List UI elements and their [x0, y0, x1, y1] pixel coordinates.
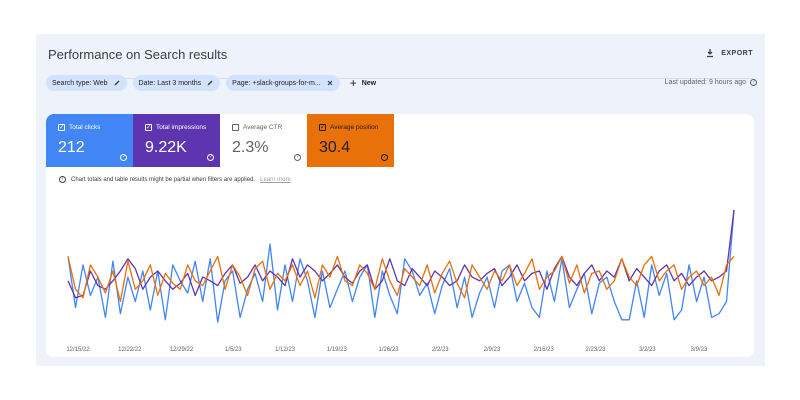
- new-filter-button[interactable]: + New: [349, 76, 377, 90]
- series-line-average-position: [67, 255, 735, 303]
- x-tick-label: 12/29/22: [170, 347, 194, 353]
- help-icon[interactable]: ?: [120, 154, 127, 161]
- checkbox-icon[interactable]: ✓: [145, 124, 152, 131]
- help-icon[interactable]: ?: [381, 154, 388, 161]
- x-tick-label: 3/9/23: [691, 347, 708, 353]
- edit-icon[interactable]: [206, 79, 214, 87]
- export-label: EXPORT: [721, 49, 753, 57]
- metric-label: Total clicks: [69, 124, 101, 131]
- performance-panel: Performance on Search results EXPORT Sea…: [36, 34, 765, 366]
- learn-more-link[interactable]: Learn more: [260, 176, 291, 183]
- chart-card: ✓ Total clicks 212 ? ✓ Total impressions 9…: [46, 114, 754, 357]
- help-icon[interactable]: ?: [750, 79, 757, 86]
- close-icon[interactable]: [326, 79, 334, 87]
- notice-text: Chart totals and table results might be …: [71, 176, 256, 183]
- checkbox-icon[interactable]: [232, 124, 239, 131]
- metric-value: 212: [58, 139, 85, 156]
- header-divider: [48, 78, 753, 79]
- filter-chip-page[interactable]: Page: +slack-groups-for-m...: [226, 75, 340, 91]
- x-tick-label: 12/22/22: [118, 347, 142, 353]
- metric-tabs: ✓ Total clicks 212 ? ✓ Total impressions 9…: [46, 114, 394, 167]
- page-title: Performance on Search results: [48, 47, 228, 62]
- x-tick-label: 1/5/23: [225, 347, 242, 353]
- export-button[interactable]: EXPORT: [705, 48, 753, 58]
- help-icon[interactable]: ?: [207, 154, 214, 161]
- x-tick-label: 1/26/23: [378, 347, 399, 353]
- filter-chip-search-type[interactable]: Search type: Web: [46, 75, 127, 91]
- performance-line-chart: 12/15/22 12/22/22 12/29/22 1/5/23 1/12/23 1/1…: [66, 209, 735, 353]
- x-tick-label: 2/16/23: [534, 347, 555, 353]
- checkbox-icon[interactable]: ✓: [319, 124, 326, 131]
- metric-label: Average CTR: [243, 124, 283, 131]
- x-tick-label: 2/23/23: [585, 347, 606, 353]
- checkbox-icon[interactable]: ✓: [58, 124, 65, 131]
- metric-total-impressions[interactable]: ✓ Total impressions 9.22K ?: [133, 114, 220, 167]
- metric-total-clicks[interactable]: ✓ Total clicks 212 ?: [46, 114, 133, 167]
- x-tick-label: 3/2/23: [639, 347, 656, 353]
- filter-chip-label: Date: Last 3 months: [138, 79, 202, 87]
- panel-header: Performance on Search results EXPORT: [48, 46, 753, 79]
- x-tick-label: 1/12/23: [275, 347, 296, 353]
- x-tick-label: 2/9/23: [484, 347, 501, 353]
- last-updated-text: Last updated: 9 hours ago: [664, 79, 746, 86]
- download-icon: [707, 49, 714, 58]
- filter-bar: Search type: Web Date: Last 3 months Pag…: [46, 75, 376, 91]
- metric-label: Total impressions: [156, 124, 207, 131]
- last-updated: Last updated: 9 hours ago ?: [665, 79, 757, 86]
- series-line-total-clicks: [67, 209, 735, 323]
- edit-icon[interactable]: [113, 79, 121, 87]
- x-tick-label: 2/2/23: [432, 347, 449, 353]
- filter-chip-date[interactable]: Date: Last 3 months: [132, 75, 221, 91]
- new-filter-label: New: [361, 79, 377, 87]
- help-icon[interactable]: ?: [294, 154, 301, 161]
- filter-chip-label: Search type: Web: [52, 79, 108, 87]
- x-tick-label: 12/15/22: [66, 347, 90, 353]
- metric-value: 30.4: [319, 139, 351, 156]
- filter-chip-label: Page: +slack-groups-for-m...: [232, 79, 321, 87]
- plus-icon: +: [349, 76, 357, 90]
- metric-average-position[interactable]: ✓ Average position 30.4 ?: [307, 114, 394, 167]
- info-icon: i: [59, 176, 66, 183]
- metric-average-ctr[interactable]: Average CTR 2.3% ?: [220, 114, 307, 167]
- metric-label: Average position: [330, 124, 379, 131]
- x-tick-label: 1/19/23: [327, 347, 348, 353]
- metric-value: 9.22K: [145, 139, 187, 156]
- metric-value: 2.3%: [232, 139, 269, 156]
- partial-results-notice: i Chart totals and table results might b…: [59, 176, 291, 183]
